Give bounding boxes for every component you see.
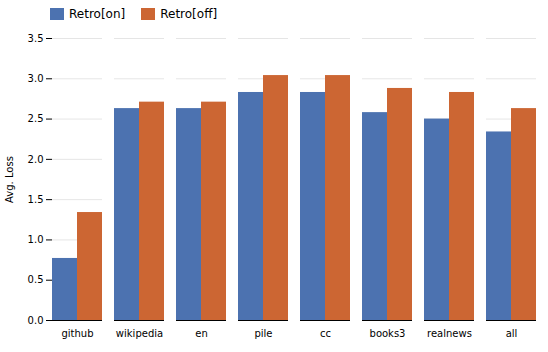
svg-text:cc: cc <box>320 328 331 339</box>
svg-text:3.5: 3.5 <box>28 33 44 44</box>
svg-text:pile: pile <box>254 328 272 339</box>
svg-text:0.5: 0.5 <box>28 274 44 285</box>
svg-text:0.0: 0.0 <box>28 315 44 326</box>
svg-text:2.5: 2.5 <box>28 113 44 124</box>
svg-text:all: all <box>506 328 518 339</box>
svg-text:en: en <box>195 328 208 339</box>
svg-text:3.0: 3.0 <box>28 73 44 84</box>
html-text:Retro[off]: Retro[off] <box>160 7 218 21</box>
svg-text:1.5: 1.5 <box>28 194 44 205</box>
svg-text:github: github <box>61 328 93 339</box>
svg-text:wikipedia: wikipedia <box>116 328 163 339</box>
svg-text:Avg. Loss: Avg. Loss <box>4 156 15 203</box>
svg-text:2.0: 2.0 <box>28 154 44 165</box>
svg-text:books3: books3 <box>370 328 406 339</box>
html-text:Retro[on]: Retro[on] <box>69 7 126 21</box>
svg-text:realnews: realnews <box>427 328 472 339</box>
svg-text:1.0: 1.0 <box>28 234 44 245</box>
